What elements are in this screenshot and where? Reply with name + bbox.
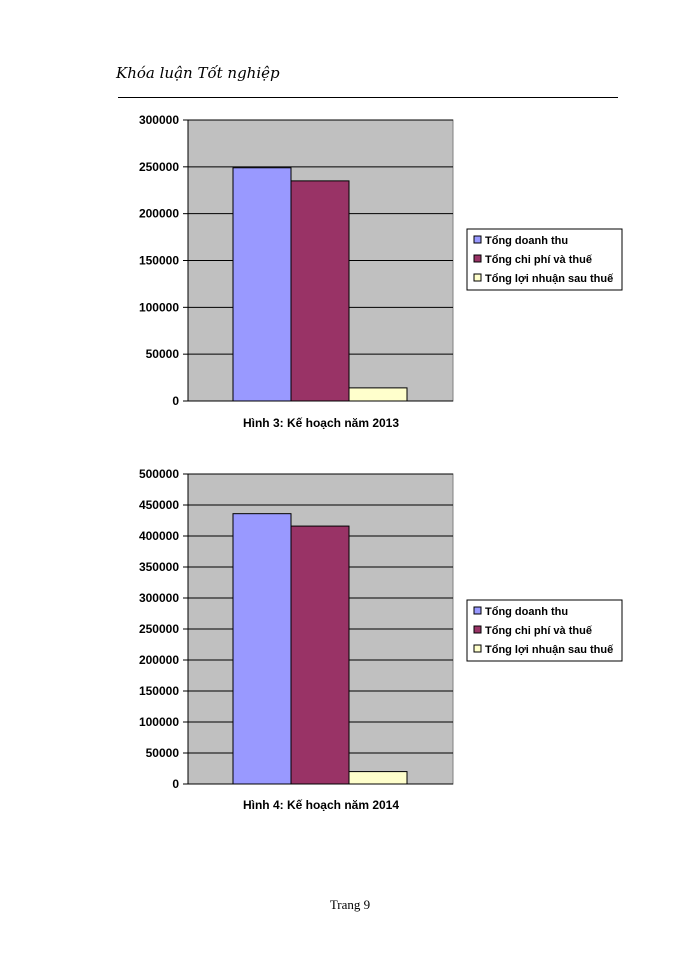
y-tick-label: 250000 (139, 622, 179, 636)
legend-label: Tổng doanh thu (485, 606, 568, 618)
legend-swatch (473, 273, 482, 282)
y-tick-label: 0 (172, 394, 179, 408)
y-tick-label: 50000 (146, 746, 180, 760)
y-tick-label: 300000 (139, 113, 179, 127)
legend-label: Tổng chi phí và thuế (485, 625, 593, 637)
y-tick-label: 450000 (139, 498, 179, 512)
legend-label: Tổng chi phí và thuế (485, 254, 593, 266)
y-tick-label: 150000 (139, 254, 179, 268)
legend-label: Tổng lợi nhuận sau thuế (485, 273, 614, 285)
legend-swatch (473, 644, 482, 653)
document-header-title: Khóa luận Tốt nghiệp (116, 64, 280, 82)
y-tick-label: 50000 (146, 347, 180, 361)
legend-swatch (473, 254, 482, 263)
legend-swatch (473, 235, 482, 244)
legend-swatch (473, 606, 482, 615)
y-tick-label: 300000 (139, 591, 179, 605)
chart-title: Hình 4: Kế hoạch năm 2014 (243, 798, 399, 812)
bar-cost-and-tax (290, 180, 350, 402)
legend-label: Tổng lợi nhuận sau thuế (485, 644, 614, 656)
legend-label: Tổng doanh thu (485, 235, 568, 247)
legend-swatch (473, 625, 482, 634)
legend-box (466, 228, 623, 291)
legend-box (466, 599, 623, 662)
y-tick-label: 100000 (139, 715, 179, 729)
y-tick-label: 150000 (139, 684, 179, 698)
bar-net-profit (348, 387, 408, 402)
header-divider (118, 97, 618, 98)
y-tick-label: 200000 (139, 207, 179, 221)
y-tick-label: 100000 (139, 300, 179, 314)
y-tick-label: 400000 (139, 529, 179, 543)
bar-cost-and-tax (290, 525, 350, 785)
chart-plan-2014: 5000004500004000003500003000002500002000… (139, 467, 623, 812)
chart-plan-2013: 300000 250000 200000 150000 100000 50000 0 Hình… (139, 113, 623, 430)
y-tick-label: 500000 (139, 467, 179, 481)
chart-title: Hình 3: Kế hoạch năm 2013 (243, 416, 399, 430)
bar-revenue (232, 167, 292, 402)
bar-revenue (232, 513, 292, 785)
y-tick-label: 0 (172, 777, 179, 791)
y-tick-label: 250000 (139, 160, 179, 174)
y-tick-label: 350000 (139, 560, 179, 574)
page-number: Trang 9 (329, 897, 371, 912)
y-tick-label: 200000 (139, 653, 179, 667)
bar-net-profit (348, 771, 408, 785)
